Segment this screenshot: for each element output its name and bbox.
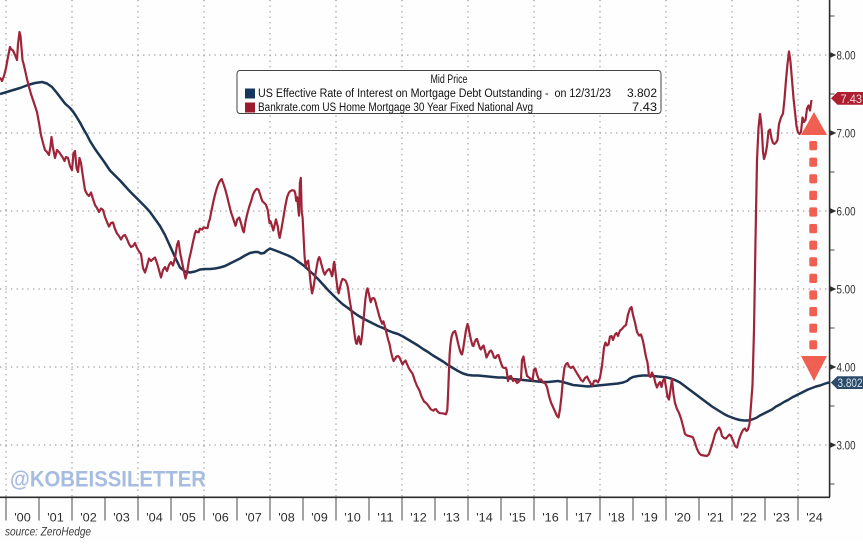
- svg-text:3.802: 3.802: [627, 88, 657, 100]
- svg-text:'15: '15: [509, 510, 526, 524]
- svg-text:'23: '23: [773, 510, 790, 524]
- svg-text:'09: '09: [311, 510, 328, 524]
- svg-text:Mid Price: Mid Price: [431, 74, 468, 86]
- svg-text:7.43: 7.43: [841, 94, 863, 106]
- svg-text:Bankrate.com US Home Mortgage: Bankrate.com US Home Mortgage 30 Year Fi…: [258, 102, 533, 114]
- svg-text:7.43: 7.43: [632, 102, 657, 114]
- svg-text:'02: '02: [80, 510, 97, 524]
- svg-text:4.00: 4.00: [837, 360, 856, 374]
- svg-text:'17: '17: [575, 510, 592, 524]
- svg-text:'19: '19: [641, 510, 658, 524]
- svg-text:6.00: 6.00: [837, 204, 856, 218]
- svg-text:3.00: 3.00: [837, 438, 856, 452]
- svg-text:3.802: 3.802: [838, 378, 863, 390]
- svg-text:'07: '07: [245, 510, 262, 524]
- svg-text:'13: '13: [443, 510, 460, 524]
- svg-text:'12: '12: [410, 510, 427, 524]
- svg-text:7.00: 7.00: [837, 126, 856, 140]
- svg-text:'05: '05: [179, 510, 196, 524]
- svg-text:'03: '03: [113, 510, 130, 524]
- svg-text:'00: '00: [14, 510, 31, 524]
- svg-text:'06: '06: [212, 510, 229, 524]
- svg-text:'01: '01: [47, 510, 64, 524]
- svg-text:@KOBEISSILETTER: @KOBEISSILETTER: [10, 467, 206, 492]
- svg-text:source: ZeroHedge: source: ZeroHedge: [5, 525, 91, 539]
- svg-text:'10: '10: [344, 510, 361, 524]
- svg-text:'11: '11: [377, 510, 394, 524]
- svg-text:'20: '20: [674, 510, 691, 524]
- svg-text:'24: '24: [806, 510, 823, 524]
- svg-text:'16: '16: [542, 510, 559, 524]
- svg-text:US Effective Rate of Interest: US Effective Rate of Interest on Mortgag…: [258, 88, 611, 100]
- svg-text:'22: '22: [740, 510, 757, 524]
- svg-text:'21: '21: [707, 510, 724, 524]
- svg-text:'04: '04: [146, 510, 163, 524]
- svg-text:'14: '14: [476, 510, 493, 524]
- svg-text:'18: '18: [608, 510, 625, 524]
- svg-text:5.00: 5.00: [837, 282, 856, 296]
- svg-text:'08: '08: [278, 510, 295, 524]
- svg-text:8.00: 8.00: [837, 48, 856, 62]
